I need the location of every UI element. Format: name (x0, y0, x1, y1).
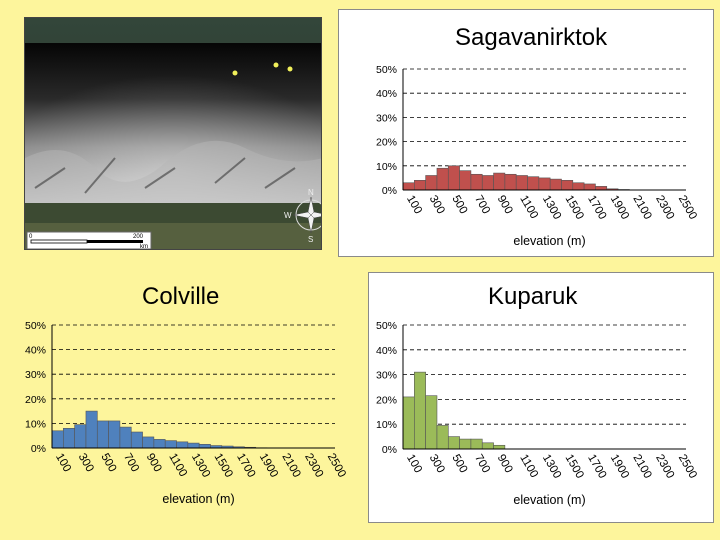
colville-x-tick-label: 100 (53, 452, 73, 475)
colville-bar (244, 446, 257, 449)
colville-x-tick-label: 300 (76, 452, 96, 475)
colville-bar (164, 440, 177, 449)
colville-bar (85, 410, 98, 449)
scale-label-200: 200 (133, 234, 144, 240)
colville-bar (96, 420, 109, 449)
colville-bar (187, 442, 200, 449)
kuparuk-title: Kuparuk (488, 283, 578, 310)
scale-bar: 0 200 km (26, 231, 152, 250)
colville-y-tick-label: 40% (25, 345, 46, 357)
colville-x-axis-label: elevation (m) (162, 492, 234, 506)
colville-x-tick-label: 1100 (166, 452, 189, 479)
sagavanirktok-title: Sagavanirktok (455, 24, 608, 51)
terrain-map: 0 200 km N S W E (24, 17, 322, 250)
colville-y-tick-label: 50% (25, 320, 46, 332)
colville-x-tick-label: 1300 (189, 452, 212, 480)
colville-x-tick-label: 1700 (234, 452, 257, 480)
colville-bar (210, 445, 223, 449)
colville-x-tick-label: 1500 (212, 452, 235, 480)
colville-x-tick-label: 2500 (325, 452, 348, 480)
colville-bar (63, 428, 75, 449)
compass-s: S (308, 235, 313, 244)
colville-x-tick-label: 500 (98, 452, 118, 475)
colville-bar (130, 431, 143, 449)
colville-x-tick-label: 900 (144, 452, 164, 475)
colville-x-tick-label: 2300 (302, 452, 325, 480)
colville-bar (232, 446, 245, 449)
colville-y-tick-label: 0% (31, 443, 46, 455)
colville-y-tick-label: 10% (25, 418, 46, 430)
colville-x-tick-label: 2100 (279, 452, 302, 480)
compass-n: N (308, 188, 314, 197)
colville-bar (142, 436, 155, 449)
site-marker (287, 66, 293, 72)
colville-y-tick-label: 30% (25, 369, 46, 381)
sagavanirktok-panel (338, 9, 714, 257)
colville-bar (221, 445, 234, 449)
colville-bar (119, 426, 132, 449)
site-marker (232, 70, 238, 76)
scale-label-0: 0 (29, 234, 33, 240)
colville-x-tick-label: 1900 (257, 452, 280, 480)
colville-bar (51, 430, 64, 449)
colville-title: Colville (142, 283, 220, 310)
colville-bar (74, 424, 87, 449)
compass-rose-icon: N S W E (284, 188, 321, 244)
colville-bar (153, 439, 166, 449)
scale-label-km: km (140, 244, 148, 250)
colville-bar (198, 444, 211, 449)
site-marker (273, 62, 279, 68)
colville-bar (108, 420, 121, 449)
colville-bar (176, 441, 189, 449)
terrain-map-drawing: 0 200 km N S W E (25, 18, 321, 250)
colville-x-tick-label: 700 (121, 452, 141, 475)
colville-y-tick-label: 20% (25, 394, 46, 406)
compass-w: W (284, 211, 292, 220)
